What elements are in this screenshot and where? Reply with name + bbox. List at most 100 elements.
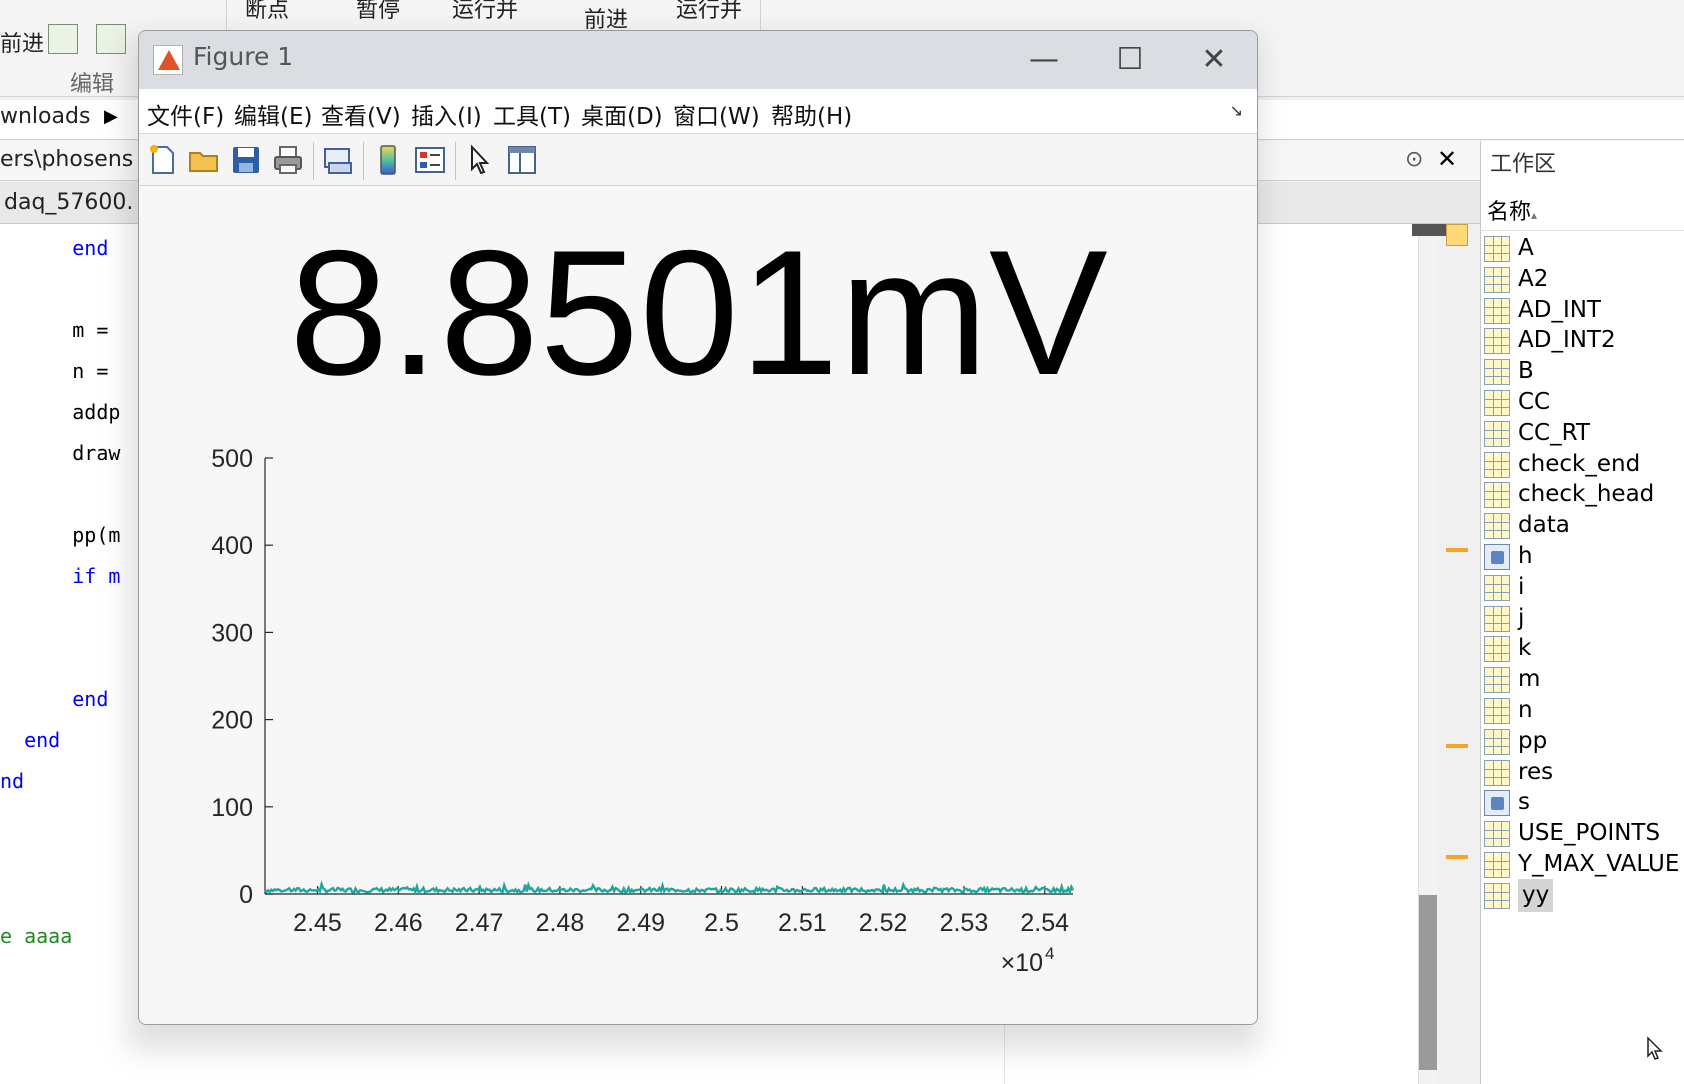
variable-name: AD_INT2 <box>1518 327 1616 354</box>
indent-icon[interactable] <box>48 24 78 54</box>
matrix-variable-icon <box>1484 359 1510 386</box>
editor-scroll-thumb[interactable] <box>1419 895 1437 1070</box>
matrix-variable-icon <box>1484 667 1510 694</box>
workspace-variable[interactable]: check_end <box>1484 448 1684 481</box>
workspace-variable[interactable]: USE_POINTS <box>1484 817 1684 850</box>
workspace-variable[interactable]: B <box>1484 355 1684 388</box>
breakpoints-button[interactable]: 断点 <box>245 0 290 23</box>
workspace-variable[interactable]: CC_RT <box>1484 417 1684 450</box>
code-line-text <box>0 482 12 506</box>
run-and-time-button[interactable]: 运行并 <box>676 0 743 23</box>
workspace-variable[interactable]: pp <box>1484 725 1684 758</box>
menu-help[interactable]: 帮助(H) <box>771 104 853 130</box>
maximize-button[interactable]: ☐ <box>1116 42 1144 77</box>
run-and-advance-button[interactable]: 运行并 <box>452 0 519 23</box>
editor-scrollbar[interactable] <box>1418 224 1438 1084</box>
matrix-variable-icon <box>1484 759 1510 786</box>
x-tick-label: 2.46 <box>374 909 423 937</box>
advance-label: 前进 <box>0 32 45 57</box>
workspace-variable[interactable]: check_head <box>1484 478 1684 511</box>
code-line-text: end <box>72 687 109 711</box>
warning-marker[interactable] <box>1446 548 1468 552</box>
menu-edit[interactable]: 编辑(E) <box>234 104 313 130</box>
workspace-variable[interactable]: Y_MAX_VALUE <box>1484 848 1684 881</box>
code-line-text: end <box>72 236 109 260</box>
workspace-title: 工作区 <box>1490 152 1557 177</box>
workspace-variable[interactable]: AD_INT <box>1484 294 1684 327</box>
x-tick-label: 2.53 <box>940 909 989 937</box>
matrix-variable-icon <box>1484 328 1510 355</box>
figure-canvas[interactable]: 8.8501mV 0 100 200 300 400 500 2.45 2.46 2.47 2.4… <box>139 186 1258 1025</box>
save-icon[interactable] <box>229 143 263 177</box>
menu-tools[interactable]: 工具(T) <box>493 104 571 130</box>
code-line-text: nd <box>0 769 25 793</box>
colorbar-icon[interactable] <box>371 143 405 177</box>
workspace-variable[interactable]: A <box>1484 232 1684 265</box>
menu-desktop[interactable]: 桌面(D) <box>581 104 663 130</box>
dock-arrow-icon[interactable]: ↘ <box>1229 101 1243 120</box>
close-panel-icon[interactable]: ✕ <box>1437 145 1458 173</box>
code-line: end <box>0 228 120 269</box>
name-column-header[interactable]: 名称▴ <box>1487 194 1537 226</box>
edit-plot-arrow-icon[interactable] <box>463 143 497 177</box>
variable-name: pp <box>1518 727 1548 754</box>
workspace-variable[interactable]: AD_INT2 <box>1484 324 1684 357</box>
pause-button[interactable]: 暂停 <box>356 0 401 23</box>
menu-insert[interactable]: 插入(I) <box>411 104 482 130</box>
minimize-button[interactable]: — <box>1029 42 1059 77</box>
menu-view[interactable]: 查看(V) <box>321 104 401 130</box>
workspace-variable[interactable]: CC <box>1484 386 1684 419</box>
variable-name: h <box>1518 543 1533 569</box>
matrix-variable-icon <box>1484 420 1510 447</box>
path-text: ers\phosens <box>0 147 134 172</box>
warning-marker[interactable] <box>1446 744 1468 748</box>
menu-window[interactable]: 窗口(W) <box>673 104 760 130</box>
close-button[interactable]: ✕ <box>1201 42 1227 77</box>
print-icon[interactable] <box>271 143 305 177</box>
workspace-variable[interactable]: j <box>1484 602 1684 635</box>
name-column-label: 名称 <box>1487 200 1532 225</box>
figure-title: Figure 1 <box>193 42 294 71</box>
workspace-variable[interactable]: m <box>1484 663 1684 696</box>
toolbar-separator <box>363 142 364 180</box>
workspace-variable[interactable]: n <box>1484 694 1684 727</box>
workspace-variable[interactable]: A2 <box>1484 263 1684 296</box>
code-analyzer-indicator-icon[interactable] <box>1446 224 1468 246</box>
x-tick-label: 2.52 <box>859 909 908 937</box>
y-tick-label: 100 <box>211 794 253 822</box>
variable-name: Y_MAX_VALUE <box>1518 851 1680 877</box>
workspace-variable[interactable]: res <box>1484 756 1684 789</box>
editor-tab[interactable]: daq_57600. <box>4 190 134 215</box>
x-tick-label: 2.47 <box>455 909 504 937</box>
advance-button[interactable]: 前进 <box>584 8 629 33</box>
workspace-variable[interactable]: k <box>1484 632 1684 665</box>
link-plot-icon[interactable] <box>321 143 355 177</box>
workspace-variable[interactable]: i <box>1484 571 1684 604</box>
workspace-variable[interactable]: yy <box>1484 878 1684 912</box>
workspace-variable[interactable]: h <box>1484 540 1684 573</box>
code-line: end <box>0 720 120 761</box>
figure-titlebar[interactable]: Figure 1 — ☐ ✕ <box>139 31 1257 89</box>
x-tick-label: 2.49 <box>616 909 665 937</box>
workspace-variable[interactable]: data <box>1484 509 1684 542</box>
x-tick-label: 2.45 <box>293 909 342 937</box>
new-figure-icon[interactable] <box>145 143 179 177</box>
code-line: draw <box>0 433 120 474</box>
warning-marker[interactable] <box>1446 855 1468 859</box>
breadcrumb-arrow-icon[interactable]: ▶ <box>104 106 118 127</box>
matrix-variable-icon <box>1484 236 1510 262</box>
y-tick-label: 300 <box>211 619 253 647</box>
property-inspector-icon[interactable] <box>505 143 539 177</box>
menu-file[interactable]: 文件(F) <box>147 104 225 130</box>
open-folder-icon[interactable] <box>187 143 221 177</box>
legend-icon[interactable] <box>413 143 447 177</box>
matrix-variable-icon <box>1484 513 1510 540</box>
y-tick-label: 500 <box>211 445 253 473</box>
x-exponent-label: ×10 <box>1001 949 1043 977</box>
panel-menu-icon[interactable]: ⊙ <box>1405 147 1424 172</box>
insert-icon[interactable] <box>96 24 126 54</box>
matrix-variable-icon <box>1484 728 1510 755</box>
code-line-text: if m <box>72 564 121 588</box>
workspace-variable[interactable]: s <box>1484 786 1684 819</box>
